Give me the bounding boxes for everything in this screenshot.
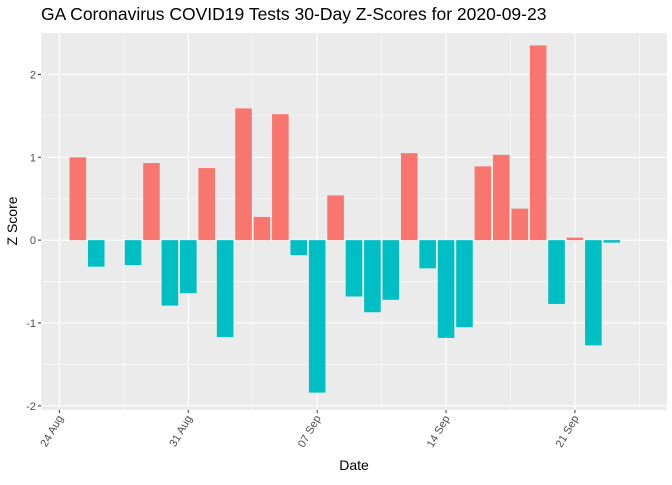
- y-tick-label: 2: [30, 69, 36, 81]
- x-tick-label: 07 Sep: [296, 414, 324, 450]
- bar: [253, 216, 271, 241]
- bar: [308, 240, 326, 393]
- bar: [143, 163, 160, 241]
- bar: [345, 240, 363, 297]
- x-tick-label: 24 Aug: [38, 414, 66, 450]
- bar: [216, 240, 234, 338]
- y-axis-label: Z Score: [4, 196, 20, 245]
- bar: [511, 208, 528, 241]
- bar: [456, 240, 473, 328]
- bar: [198, 168, 215, 241]
- bar: [87, 240, 105, 267]
- y-tick-label: 0: [30, 235, 36, 247]
- bar: [585, 240, 602, 346]
- chart-title: GA Coronavirus COVID19 Tests 30-Day Z-Sc…: [41, 4, 547, 24]
- bars: [69, 45, 621, 393]
- x-tick-label: 21 Sep: [554, 414, 582, 450]
- bar: [566, 237, 584, 241]
- bar: [400, 153, 418, 241]
- x-axis: 24 Aug 31 Aug 07 Sep 14 Sep 21 Sep: [38, 410, 582, 450]
- bar: [69, 157, 87, 241]
- bar: [290, 240, 308, 256]
- x-tick-label: 31 Aug: [167, 414, 195, 450]
- bar: [419, 240, 436, 269]
- bar: [493, 154, 510, 241]
- x-axis-label: Date: [339, 457, 369, 473]
- y-tick-label: 1: [30, 152, 36, 164]
- bar: [603, 240, 621, 243]
- x-tick-label: 14 Sep: [425, 414, 453, 450]
- bar: [548, 240, 565, 304]
- y-axis: -2 -1 0 1 2: [26, 69, 41, 413]
- bar: [235, 108, 252, 241]
- bar: [437, 240, 455, 338]
- y-tick-label: -2: [26, 401, 36, 413]
- bar: [180, 240, 197, 294]
- bar: [474, 166, 492, 241]
- y-tick-label: -1: [26, 318, 36, 330]
- bar: [327, 195, 344, 241]
- bar: [272, 114, 289, 241]
- bar: [124, 240, 142, 265]
- bar: [382, 240, 400, 300]
- bar: [364, 240, 381, 313]
- plot-panel: [41, 33, 667, 410]
- bar: [161, 240, 179, 306]
- bar: [529, 45, 547, 241]
